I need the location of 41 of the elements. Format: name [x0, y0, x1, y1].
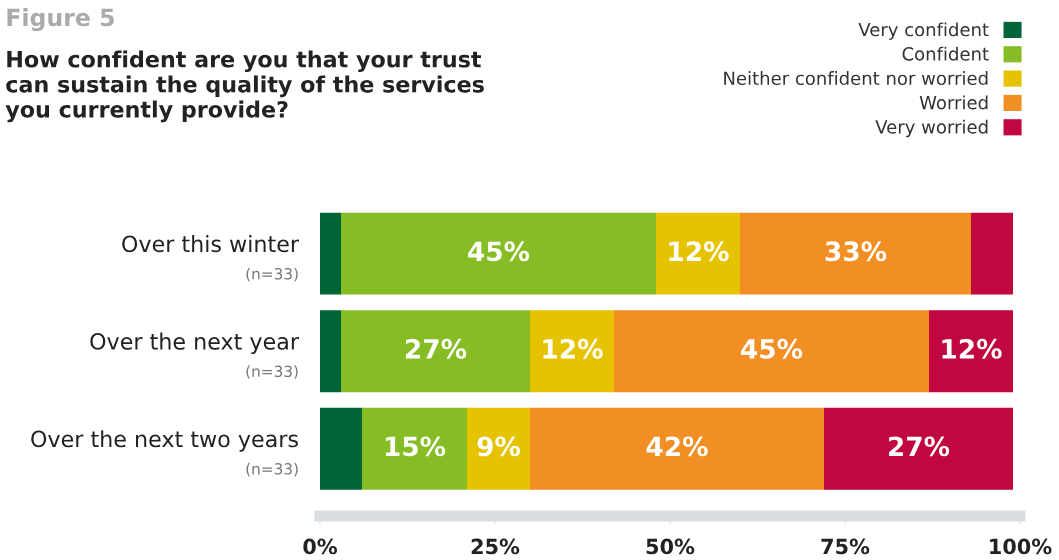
bar — [740, 212, 971, 295]
y-tick-label: Over the next year (n=33) — [90, 332, 299, 379]
data-label: 33% — [825, 241, 887, 262]
data-label: 27% — [406, 338, 467, 359]
data-label: 45% — [468, 241, 530, 262]
x-tick-label: 25% — [471, 538, 520, 555]
bar — [362, 407, 467, 490]
bar — [656, 212, 740, 295]
bar — [341, 310, 530, 393]
data-label: 12% — [669, 241, 729, 262]
x-tick-label: 75% — [821, 538, 870, 555]
bar — [530, 407, 824, 490]
x-tick-label: 0% — [303, 538, 338, 555]
y-tick-label: Over this winter (n=33) — [122, 235, 299, 282]
x-tick-label: 100% — [990, 538, 1052, 555]
legend-label: Confident — [902, 46, 989, 61]
bar — [341, 212, 656, 295]
legend-label: Worried — [919, 95, 988, 110]
x-tick-label: 50% — [646, 538, 695, 555]
data-label: 9% — [477, 436, 521, 457]
bar — [614, 310, 929, 393]
data-label: 45% — [741, 338, 803, 359]
text: Figure 5 — [7, 8, 114, 32]
data-label: 27% — [889, 436, 950, 457]
y-tick-label: Over the next two years (n=33) — [31, 430, 298, 477]
legend-label: Neither confident nor worried — [724, 71, 988, 86]
data-label: 15% — [385, 436, 446, 457]
data-label: 42% — [646, 436, 708, 457]
bar — [320, 310, 341, 393]
bar — [929, 310, 1013, 393]
bar — [971, 212, 1013, 295]
bar — [824, 407, 1013, 490]
data-label: 12% — [942, 338, 1002, 359]
bar — [320, 407, 362, 490]
bar — [530, 310, 614, 393]
bar — [467, 407, 530, 490]
chart-subtitle: How confident are you that your trust can sustain the quality of the services you currently provide? — [5, 50, 484, 123]
bar — [320, 212, 341, 295]
legend-label: Very worried — [875, 119, 988, 138]
data-label: 12% — [543, 338, 603, 359]
legend-label: Very confident — [858, 22, 989, 40]
